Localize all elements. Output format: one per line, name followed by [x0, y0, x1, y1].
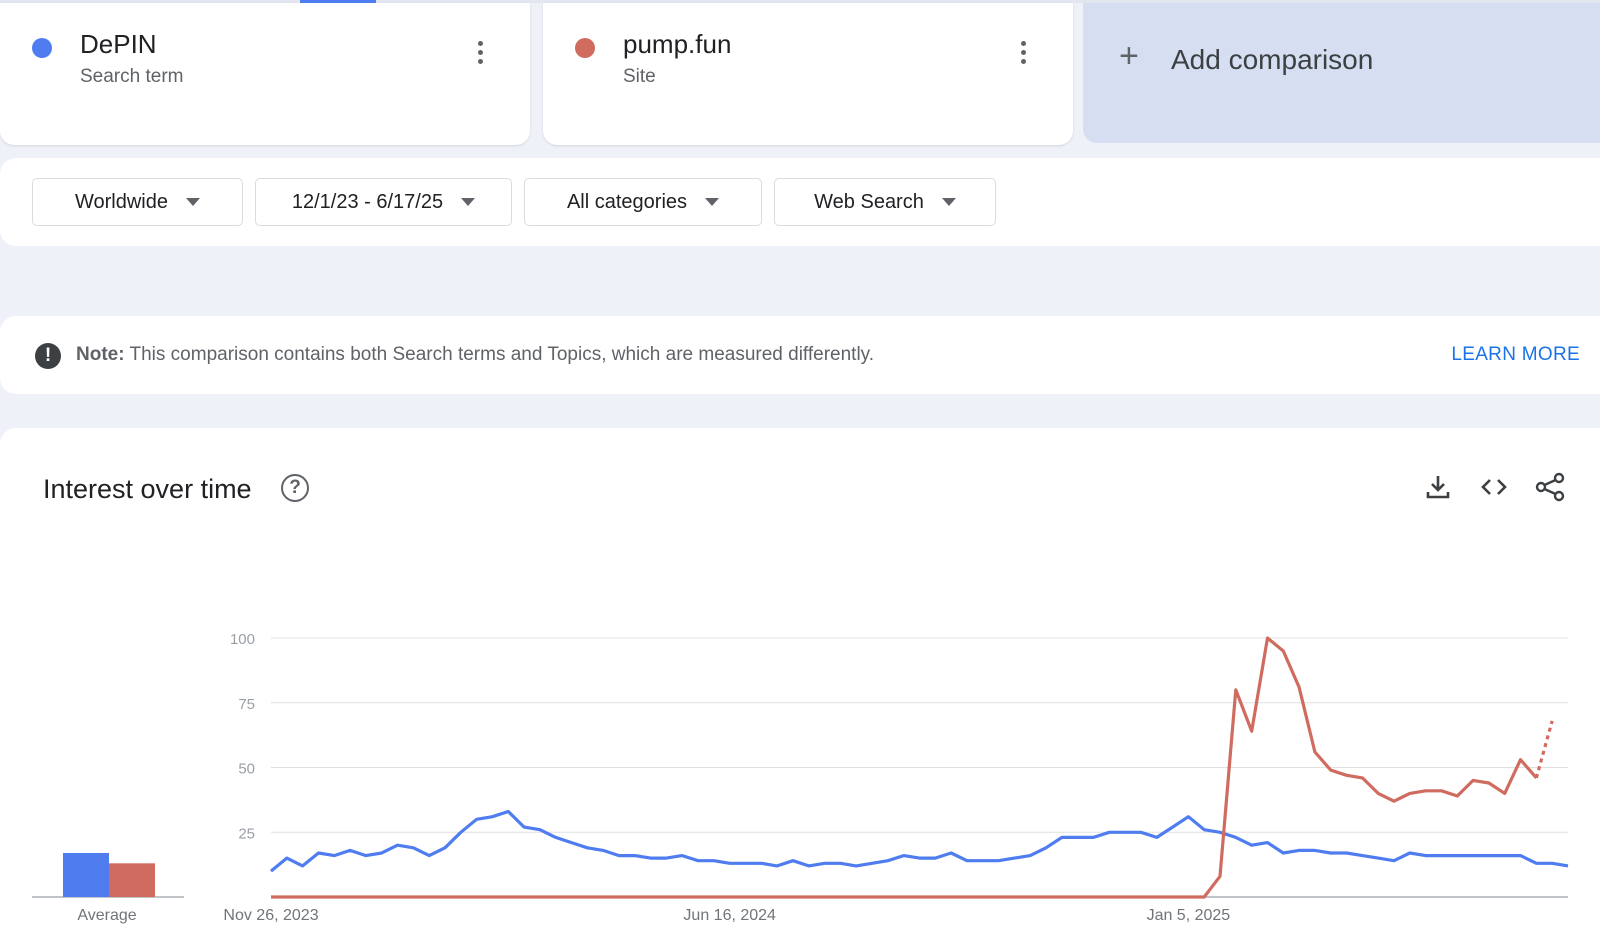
dropdown-arrow-icon: [705, 198, 720, 206]
search-type-dropdown[interactable]: Web Search: [774, 178, 996, 226]
dropdown-arrow-icon: [941, 198, 956, 206]
alert-icon: !: [35, 343, 61, 369]
y-tick-label: 25: [238, 825, 255, 842]
x-tick-label: Jun 16, 2024: [683, 907, 776, 924]
comparison-name: DePIN: [80, 29, 157, 59]
region-value: Worldwide: [75, 190, 168, 213]
add-comparison-label: Add comparison: [1171, 44, 1374, 75]
learn-more-link[interactable]: LEARN MORE: [1451, 344, 1580, 365]
plus-icon: +: [1119, 37, 1139, 75]
section-title: Interest over time: [43, 474, 252, 504]
note-label: Note:: [76, 344, 125, 365]
series-line-depin: [269, 809, 1569, 873]
interest-over-time-card: Interest over time ? 25 50 75 100 Nov 26, 20…: [0, 428, 1600, 926]
interest-chart: 25 50 75 100 Nov 26, 2023 Jun 16, 2024 Jan 5, …: [32, 631, 1569, 924]
comparison-type: Site: [623, 66, 656, 87]
share-icon[interactable]: [1533, 470, 1567, 504]
note-text: Note: This comparison contains both Sear…: [76, 344, 874, 366]
dropdown-arrow-icon: [186, 198, 200, 206]
average-bar-pump-fun: [109, 863, 155, 897]
embed-code-icon[interactable]: [1477, 470, 1511, 504]
x-tick-label: Nov 26, 2023: [223, 907, 318, 924]
dropdown-arrow-icon: [461, 198, 476, 206]
series-color-dot: [32, 38, 52, 58]
y-tick-label: 100: [230, 631, 255, 648]
category-dropdown[interactable]: All categories: [524, 178, 762, 226]
comparison-type: Search term: [80, 66, 184, 87]
average-bar-depin: [63, 852, 109, 897]
y-tick-label: 75: [238, 696, 255, 713]
y-tick-label: 50: [238, 761, 255, 778]
search-type-value: Web Search: [814, 190, 924, 213]
comparison-card-depin[interactable]: DePIN Search term: [0, 3, 530, 145]
series-line-pump-fun: [271, 636, 1538, 899]
active-tab-indicator: [300, 0, 376, 3]
series-partial-segment: [1534, 720, 1554, 779]
date-range-dropdown[interactable]: 12/1/23 - 6/17/25: [255, 178, 512, 226]
add-comparison-button[interactable]: + Add comparison: [1083, 3, 1600, 143]
average-label: Average: [77, 907, 136, 924]
more-vert-icon[interactable]: [470, 41, 490, 71]
help-circle-icon[interactable]: ?: [281, 474, 309, 502]
top-tab-strip: [0, 0, 1600, 3]
comparison-card-pumpfun[interactable]: pump.fun Site: [543, 3, 1073, 145]
filter-bar: Worldwide 12/1/23 - 6/17/25 All categori…: [0, 158, 1600, 246]
comparison-note: ! Note: This comparison contains both Se…: [0, 316, 1600, 394]
region-dropdown[interactable]: Worldwide: [32, 178, 243, 226]
comparison-name: pump.fun: [623, 29, 732, 59]
download-icon[interactable]: [1421, 470, 1455, 504]
series-color-dot: [575, 38, 595, 58]
category-value: All categories: [566, 190, 688, 213]
more-vert-icon[interactable]: [1013, 41, 1033, 71]
note-message: This comparison contains both Search ter…: [129, 344, 875, 365]
x-tick-label: Jan 5, 2025: [1147, 907, 1231, 924]
date-range-value: 12/1/23 - 6/17/25: [291, 190, 444, 213]
